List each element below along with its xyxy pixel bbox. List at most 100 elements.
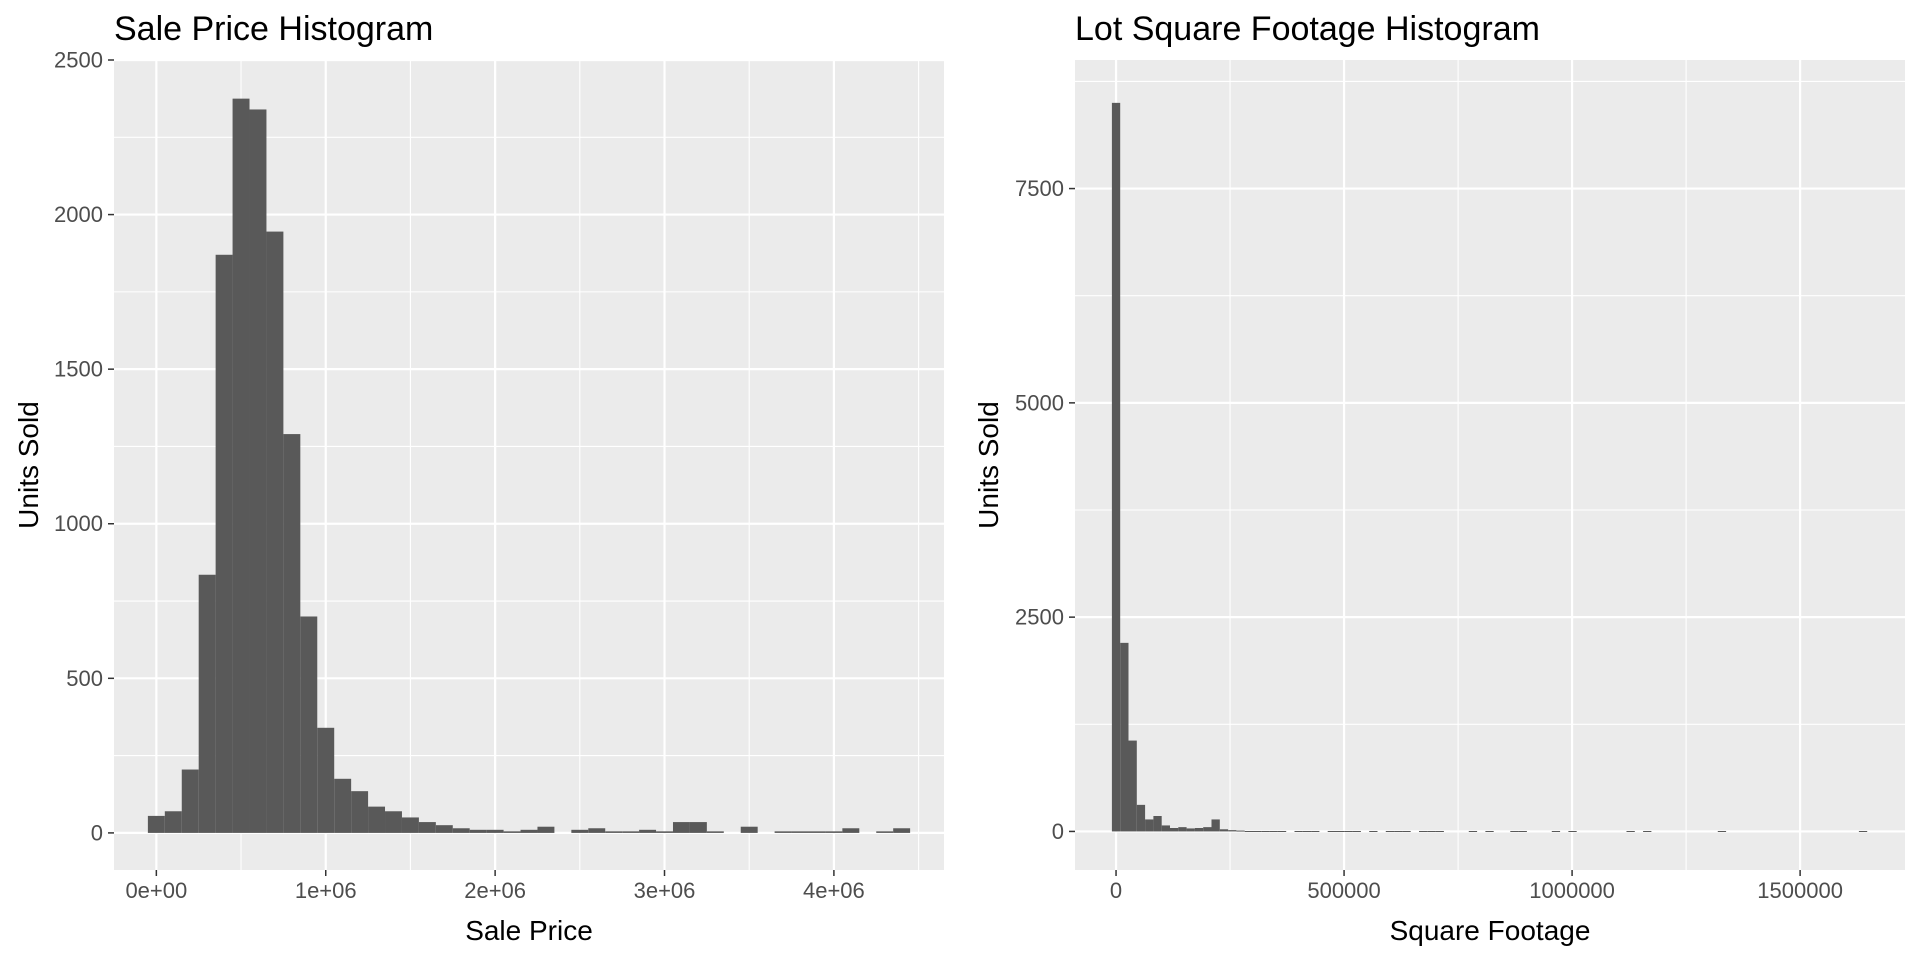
y-tick-label: 0 (91, 820, 103, 845)
histogram-bar (825, 831, 843, 833)
histogram-bar (1203, 827, 1212, 832)
x-tick-label: 1500000 (1757, 878, 1843, 903)
histogram-bar (1643, 831, 1652, 832)
histogram-bar (1120, 642, 1129, 832)
histogram-bar (1402, 831, 1411, 832)
histogram-bar (1252, 831, 1262, 832)
chart-title: Lot Square Footage Histogram (1075, 10, 1540, 48)
histogram-bar (1219, 829, 1229, 832)
histogram-bar (1211, 819, 1220, 832)
histogram-bar (571, 829, 589, 833)
histogram-bar (266, 231, 284, 833)
y-tick-label: 5000 (1015, 390, 1064, 415)
histogram-bar (1435, 831, 1444, 832)
histogram-bar (435, 825, 453, 833)
histogram-bar (808, 831, 826, 833)
histogram-bar (469, 829, 487, 833)
histogram-bar (232, 98, 250, 833)
histogram-bar (1344, 831, 1353, 832)
histogram-bar (147, 815, 165, 833)
histogram-bar (622, 831, 640, 833)
y-tick-label: 2000 (54, 202, 103, 227)
histogram-bar (1294, 831, 1303, 832)
histogram-bar (1485, 831, 1494, 832)
histogram-bar (1261, 831, 1270, 832)
histogram-bar (537, 826, 555, 833)
chart-1: 0 500 1000 1500 2000 2500 0e+00 1e+06 2e+06 3e+06… (13, 10, 944, 946)
histogram-bar (1717, 831, 1727, 832)
histogram-bar (1178, 827, 1187, 832)
minor-gridlines (1075, 60, 1905, 870)
x-axis-title: Square Footage (1390, 915, 1591, 946)
plot-panel (1075, 60, 1905, 870)
histogram-bar (1327, 831, 1336, 832)
histogram-bar (1161, 825, 1170, 832)
y-tick-label: 2500 (54, 48, 103, 73)
histogram-bar (385, 811, 402, 833)
histogram-bar (1302, 831, 1312, 832)
histogram-bar (1169, 828, 1179, 832)
histogram-bar (1510, 831, 1519, 832)
histogram-bar (791, 831, 809, 833)
histogram-bar (1269, 831, 1278, 832)
histogram-bar (181, 769, 199, 833)
histogram-bar (842, 828, 860, 833)
histogram-bar (1194, 828, 1204, 832)
histogram-bar (317, 727, 335, 833)
x-tick-label: 500000 (1307, 878, 1380, 903)
histogram-bar (1385, 831, 1395, 832)
histogram-bar (1277, 831, 1287, 832)
x-tick-label: 1e+06 (295, 878, 357, 903)
y-tick-label: 500 (66, 666, 103, 691)
histogram-bar (1145, 819, 1154, 832)
histogram-bar (1128, 740, 1137, 832)
histogram-bar (503, 831, 521, 833)
x-tick-label: 0e+00 (125, 878, 187, 903)
x-tick-label: 1000000 (1529, 878, 1615, 903)
y-axis-title: Units Sold (973, 401, 1004, 529)
histogram-bar (689, 822, 707, 833)
histogram-bar (1858, 831, 1868, 832)
histogram-bar (672, 822, 690, 833)
histogram-bar (1136, 804, 1146, 832)
histogram-bar (452, 828, 470, 833)
histogram-bar (1394, 831, 1403, 832)
histogram-bar (1335, 831, 1345, 832)
histogram-bar (1111, 102, 1121, 832)
histogram-bar (1186, 828, 1195, 832)
x-tick-label: 3e+06 (634, 878, 696, 903)
histogram-bar (1626, 831, 1635, 832)
histogram-bar (198, 574, 216, 833)
histogram-bar (1468, 831, 1478, 832)
y-tick-label: 7500 (1015, 176, 1064, 201)
y-tick-label: 1500 (54, 357, 103, 382)
histogram-bar (605, 831, 623, 833)
histogram-bar (1352, 831, 1361, 832)
histogram-bar (401, 817, 419, 833)
histogram-bar (1153, 816, 1162, 832)
x-tick-label: 0 (1110, 878, 1122, 903)
histogram-bar (740, 826, 758, 833)
histogram-bar (774, 831, 792, 833)
histogram-bar (588, 828, 606, 833)
chart-2: 0 2500 5000 7500 0 500000 1000000 1500000 Lot Sq… (973, 10, 1905, 946)
histogram-bar (283, 434, 301, 833)
y-tick-label: 2500 (1015, 605, 1064, 630)
histogram-bar (1518, 831, 1527, 832)
histogram-bar (368, 806, 386, 833)
histogram-bar (1369, 831, 1378, 832)
histogram-bar (334, 778, 352, 833)
histogram-bar (893, 828, 911, 833)
bars (147, 98, 911, 833)
histogram-bar (164, 811, 182, 833)
y-axis-title: Units Sold (13, 401, 44, 529)
histogram-bar (1236, 830, 1245, 832)
histogram-bar (351, 791, 369, 833)
histogram-bar (300, 616, 318, 833)
x-axis-title: Sale Price (465, 915, 593, 946)
histogram-bar (656, 831, 673, 833)
histogram-bar (215, 254, 233, 833)
histogram-bar (1418, 831, 1428, 832)
y-tick-label: 0 (1052, 819, 1064, 844)
